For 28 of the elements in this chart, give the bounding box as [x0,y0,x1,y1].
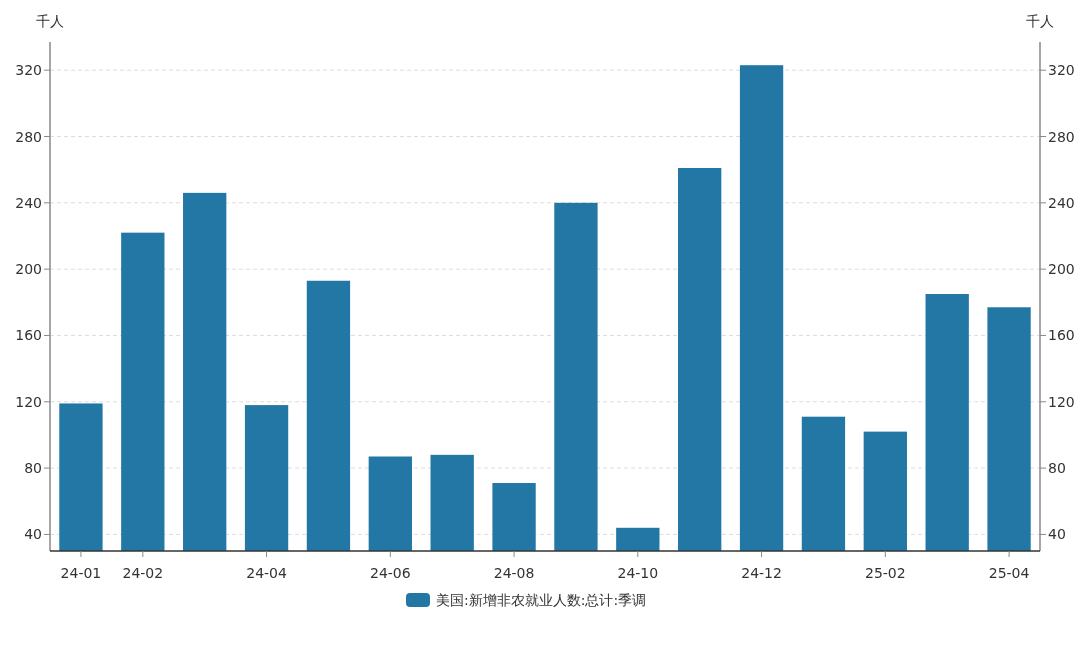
x-tick-label: 24-01 [60,565,102,581]
y-tick-label: 40 [24,526,42,543]
y2-tick-label: 280 [1048,128,1075,145]
y-tick-label: 160 [15,327,42,344]
y2-axis-title: 千人 [1026,13,1054,29]
y-tick-label: 240 [15,194,42,211]
y-tick-label: 120 [15,393,42,410]
y2-tick-label: 320 [1048,62,1075,79]
y-tick-label: 200 [15,261,42,278]
y2-tick-label: 120 [1048,393,1075,410]
legend: 美国:新增非农就业人数:总计:季调 [406,592,647,608]
x-tick-label: 24-12 [741,565,782,581]
y2-tick-label: 80 [1048,460,1066,477]
y2-tick-label: 160 [1048,327,1075,344]
y-axis-title: 千人 [36,13,64,29]
x-tick-label: 25-02 [864,565,906,581]
y2-tick-label: 200 [1048,261,1075,278]
y-tick-label: 320 [15,62,42,79]
x-tick-label: 24-08 [493,565,535,581]
y2-tick-label: 40 [1048,526,1066,543]
y-tick-label: 280 [15,128,42,145]
x-tick-label: 24-06 [369,565,411,581]
x-tick-label: 24-10 [617,565,659,581]
x-tick-label: 24-04 [246,565,287,581]
x-tick-label: 25-04 [988,565,1030,581]
y2-tick-label: 240 [1048,194,1075,211]
x-tick-label: 24-02 [122,565,164,581]
y-tick-label: 80 [24,460,42,477]
